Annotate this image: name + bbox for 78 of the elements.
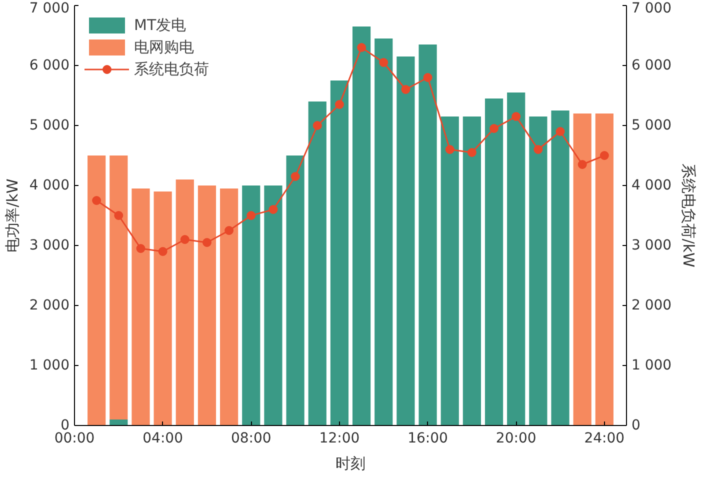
x-tick-label: 00:00 [54,430,95,446]
point [114,211,124,220]
y2-tick-label: 7 000 [632,0,672,16]
point [224,226,234,235]
x-tick-label: 04:00 [142,430,184,446]
y-tick-label: 6 000 [29,58,70,74]
bar [198,186,216,426]
x-tick-label: 24:00 [584,430,625,446]
x-tick-label: 08:00 [230,430,272,446]
point [445,145,454,154]
bar [110,420,128,426]
bar [396,56,415,426]
bar [154,192,172,426]
point [379,58,388,67]
bar [484,98,504,426]
y2-tick-label: 1 000 [632,358,672,374]
bar [462,116,481,426]
bar [440,116,459,426]
point [357,43,366,52]
point [423,73,432,82]
y-tick-label: 4 000 [29,178,70,194]
y2-tick-label: 4 000 [632,178,672,194]
bar [88,156,106,426]
y2-axis-title: 系统电负荷/kW [680,164,698,268]
point [246,211,256,220]
point [202,238,212,247]
y-tick-label: 3 000 [29,238,70,254]
bar [418,44,437,426]
y-tick-label: 2 000 [29,298,70,314]
x-tick-label: 20:00 [496,430,536,446]
point [467,148,476,157]
y-tick-label: 7 000 [29,0,70,16]
point [578,160,587,169]
x-tick-label: 12:00 [319,430,360,446]
y-tick-label: 5 000 [29,118,70,134]
bar [595,114,614,426]
bar [110,156,128,420]
y2-tick-label: 6 000 [632,58,672,74]
bar [242,186,260,426]
y-tick-label: 1 000 [29,358,70,374]
bar [132,188,150,426]
bar [507,92,526,426]
bar [352,26,371,426]
x-tick-label: 16:00 [408,430,448,446]
y2-tick-label: 0 [632,418,640,434]
y-axis-title: 电功率/kW [3,178,22,252]
bar [286,156,304,426]
point [401,85,410,94]
x-axis-title: 时刻 [336,454,366,472]
y2-tick-label: 5 000 [632,118,672,134]
point [534,145,543,154]
bar [176,180,194,426]
point [334,100,344,109]
point [556,127,565,136]
point [290,172,300,181]
bar [551,110,570,426]
legend-label: MT发电 [134,16,186,34]
point [268,205,278,214]
point [158,247,168,256]
y2-tick-label: 2 000 [632,298,672,314]
point [92,196,102,205]
bar [529,116,548,426]
point [600,151,609,160]
y-tick-label: 0 [60,418,70,434]
point [490,124,499,133]
bar [330,80,349,426]
y2-tick-label: 3 000 [632,238,672,254]
legend-label: 系统电负荷 [134,60,209,78]
point [180,235,190,244]
bar [374,38,393,426]
bar [264,186,282,426]
point [136,244,146,253]
point [512,112,521,121]
bar [308,102,326,426]
bar [573,114,592,426]
bar [220,188,238,426]
point [312,121,322,130]
legend-label: 电网购电 [134,38,194,56]
